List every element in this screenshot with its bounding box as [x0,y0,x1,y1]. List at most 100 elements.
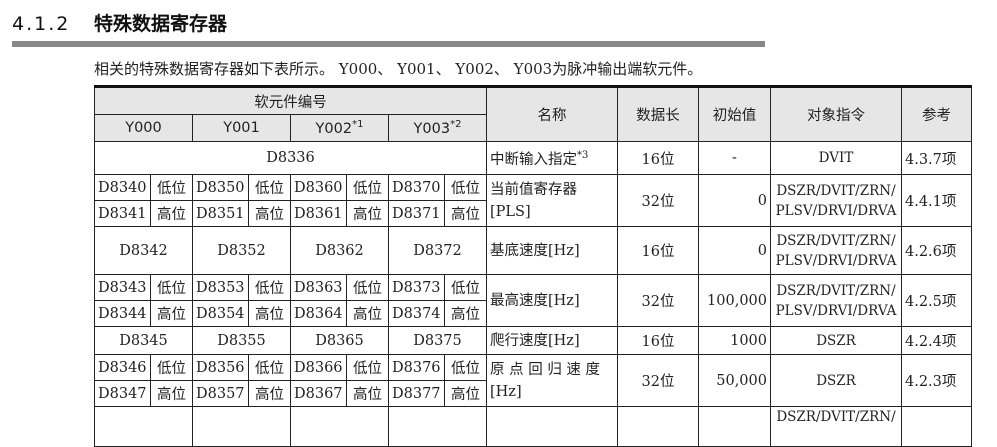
header-instruction: 对象指令 [770,85,902,142]
device-cell [192,406,291,447]
table-cell [617,406,699,447]
header-length: 数据长 [617,85,699,142]
name-cell: 中断输入指定*3 [486,141,618,175]
low-word-label: 低位 [150,354,193,381]
high-word-label: 高位 [346,300,389,327]
device-cell [290,406,389,447]
device-cell [388,406,487,447]
device-cell: D8377 [388,380,445,407]
header-name: 名称 [486,85,618,142]
section-number: 4.1.2 [12,13,71,35]
device-cell: D8345 [94,326,193,355]
length-cell: 32位 [617,274,699,327]
header-y000: Y000 [94,114,193,142]
length-cell: 16位 [617,226,699,275]
reference-cell: 4.2.6项 [901,226,972,275]
instruction-cell: DSZR/DVIT/ZRN/PLSV/DRVI/DRVA [770,274,902,327]
low-word-label: 低位 [248,174,291,201]
high-word-label: 高位 [444,200,487,227]
table-row: D8345 D8355 D8365 D8375 爬行速度[Hz] 16位 1000 DSZR 4… [94,326,972,355]
table-cell [486,406,618,447]
high-word-label: 高位 [150,380,193,407]
high-word-label: 高位 [346,380,389,407]
device-cell: D8376 [388,354,445,381]
table-row: D8336 中断输入指定*3 16位 - DVIT 4.3.7项 [94,141,972,175]
name-cell: 原 点 回 归 速 度 [Hz] [486,354,618,407]
initial-cell: 50,000 [698,354,771,407]
reference-cell: 4.2.3项 [901,354,972,407]
table-row: D8344 高位 D8354 高位 D8364 高位 D8374 高位 [94,300,972,327]
low-word-label: 低位 [248,354,291,381]
low-word-label: 低位 [346,354,389,381]
header-reference: 参考 [901,85,972,142]
device-cell: D8374 [388,300,445,327]
instruction-cell: DSZR [770,326,902,355]
low-word-label: 低位 [150,274,193,301]
footnote-mark: *3 [577,150,589,162]
high-word-label: 高位 [444,300,487,327]
header-y001: Y001 [192,114,291,142]
reference-cell: 4.2.4项 [901,326,972,355]
name-cell: 爬行速度[Hz] [486,326,618,355]
name-cell: 最高速度[Hz] [486,274,618,327]
device-cell: D8360 [290,174,347,201]
high-word-label: 高位 [248,380,291,407]
device-cell: D8347 [94,380,151,407]
header-y003: Y003*2 [388,114,487,142]
high-word-label: 高位 [150,300,193,327]
device-cell: D8341 [94,200,151,227]
device-cell: D8372 [388,226,487,275]
device-cell: D8350 [192,174,249,201]
device-cell: D8362 [290,226,389,275]
table-row: D8340 低位 D8350 低位 D8360 低位 D8370 低位 当前值寄存器[PLS] 3… [94,174,972,227]
low-word-label: 低位 [346,174,389,201]
reference-cell: 4.3.7项 [901,141,972,175]
high-word-label: 高位 [248,200,291,227]
device-cell: D8367 [290,380,347,407]
device-cell: D8364 [290,300,347,327]
name-cell: 当前值寄存器[PLS] [486,174,618,227]
device-cell: D8363 [290,274,347,301]
table-row: DSZR/DVIT/ZRN/ [94,406,972,447]
footnote-mark: *1 [352,119,364,131]
header-row: Y000 Y001 Y002*1 Y003*2 [94,114,972,142]
device-cell: D8351 [192,200,249,227]
instruction-cell: DSZR/DVIT/ZRN/ [770,406,902,447]
device-cell: D8353 [192,274,249,301]
device-cell [94,406,193,447]
initial-cell: 1000 [698,326,771,355]
device-cell: D8365 [290,326,389,355]
length-cell: 16位 [617,141,699,175]
device-cell: D8344 [94,300,151,327]
device-cell: D8352 [192,226,291,275]
device-cell: D8371 [388,200,445,227]
device-cell: D8366 [290,354,347,381]
high-word-label: 高位 [346,200,389,227]
table-row: D8347 高位 D8357 高位 D8367 高位 D8377 高位 [94,380,972,407]
name-cell: 基底速度[Hz] [486,226,618,275]
header-initial: 初始值 [698,85,771,142]
table-row: D8346 低位 D8356 低位 D8366 低位 D8376 低位原 点 回 归 速 度 … [94,354,972,407]
instruction-cell: DVIT [770,141,902,175]
section-heading: 4.1.2 特殊数据寄存器 [12,9,227,36]
initial-cell: 0 [698,226,771,275]
header-row: 软元件编号 名称 数据长 初始值 对象指令 参考 [94,85,972,142]
device-cell: D8340 [94,174,151,201]
device-cell: D8354 [192,300,249,327]
high-word-label: 高位 [444,380,487,407]
heading-rule [12,41,765,47]
instruction-cell: DSZR/DVIT/ZRN/PLSV/DRVI/DRVA [770,226,902,275]
device-cell: D8375 [388,326,487,355]
initial-cell: 100,000 [698,274,771,327]
special-register-table: 软元件编号 名称 数据长 初始值 对象指令 参考 Y000 Y001 Y002*1 Y003*2 D… [94,85,972,447]
table-row: D8343 低位 D8353 低位 D8363 低位 D8373 低位 最高速度[Hz] 32位 1… [94,274,972,327]
header-device-no: 软元件编号 [94,85,487,115]
device-cell: D8356 [192,354,249,381]
footnote-mark: *2 [450,119,462,131]
table-row: D8341 高位 D8351 高位 D8361 高位 D8371 高位 [94,200,972,227]
intro-text: 相关的特殊数据寄存器如下表所示。 Y000、 Y001、 Y002、 Y003为… [94,60,703,78]
device-cell: D8370 [388,174,445,201]
high-word-label: 高位 [150,200,193,227]
device-cell: D8336 [94,141,487,175]
section-title: 特殊数据寄存器 [94,13,228,35]
